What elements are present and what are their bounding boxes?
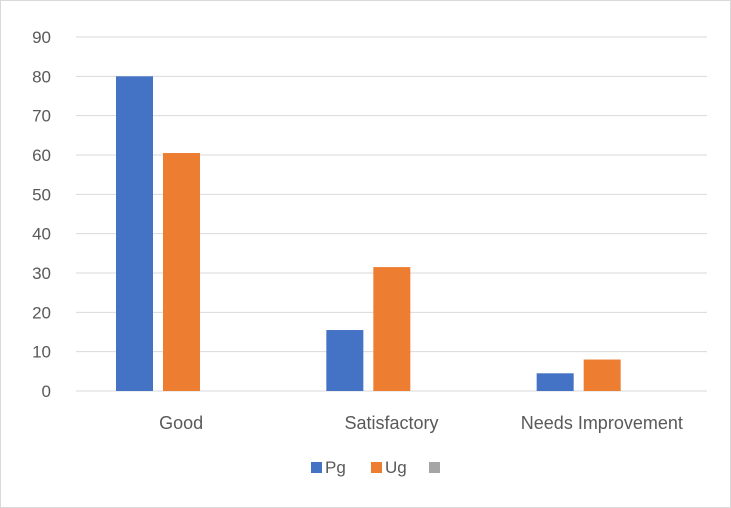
bar-pg-satisfactory <box>326 330 364 391</box>
x-category-label: Good <box>159 413 203 433</box>
y-tick-label: 80 <box>32 67 51 86</box>
bars <box>116 76 621 391</box>
y-tick-label: 70 <box>32 107 51 126</box>
bar-ug-needs-improvement <box>583 359 621 391</box>
x-axis-category-labels: Good Satisfactory Needs Improvement <box>159 413 683 433</box>
x-category-label: Needs Improvement <box>521 413 683 433</box>
legend: Pg Ug <box>311 458 440 477</box>
legend-swatch-ug <box>371 462 382 473</box>
y-axis-tick-labels: 0 10 20 30 40 50 60 70 80 90 <box>32 28 51 401</box>
bar-ug-satisfactory <box>373 267 411 391</box>
bar-ug-good <box>163 153 200 391</box>
y-tick-label: 60 <box>32 146 51 165</box>
y-tick-label: 40 <box>32 225 51 244</box>
y-tick-label: 0 <box>42 382 51 401</box>
legend-swatch-pg <box>311 462 322 473</box>
y-tick-label: 50 <box>32 185 51 204</box>
y-tick-label: 10 <box>32 343 51 362</box>
legend-label: Ug <box>385 458 407 477</box>
legend-swatch-series3 <box>429 462 440 473</box>
bar-pg-good <box>116 76 153 391</box>
y-tick-label: 20 <box>32 303 51 322</box>
x-category-label: Satisfactory <box>344 413 438 433</box>
y-tick-label: 30 <box>32 264 51 283</box>
legend-label: Pg <box>325 458 346 477</box>
y-tick-label: 90 <box>32 28 51 47</box>
bar-pg-needs-improvement <box>536 373 574 391</box>
